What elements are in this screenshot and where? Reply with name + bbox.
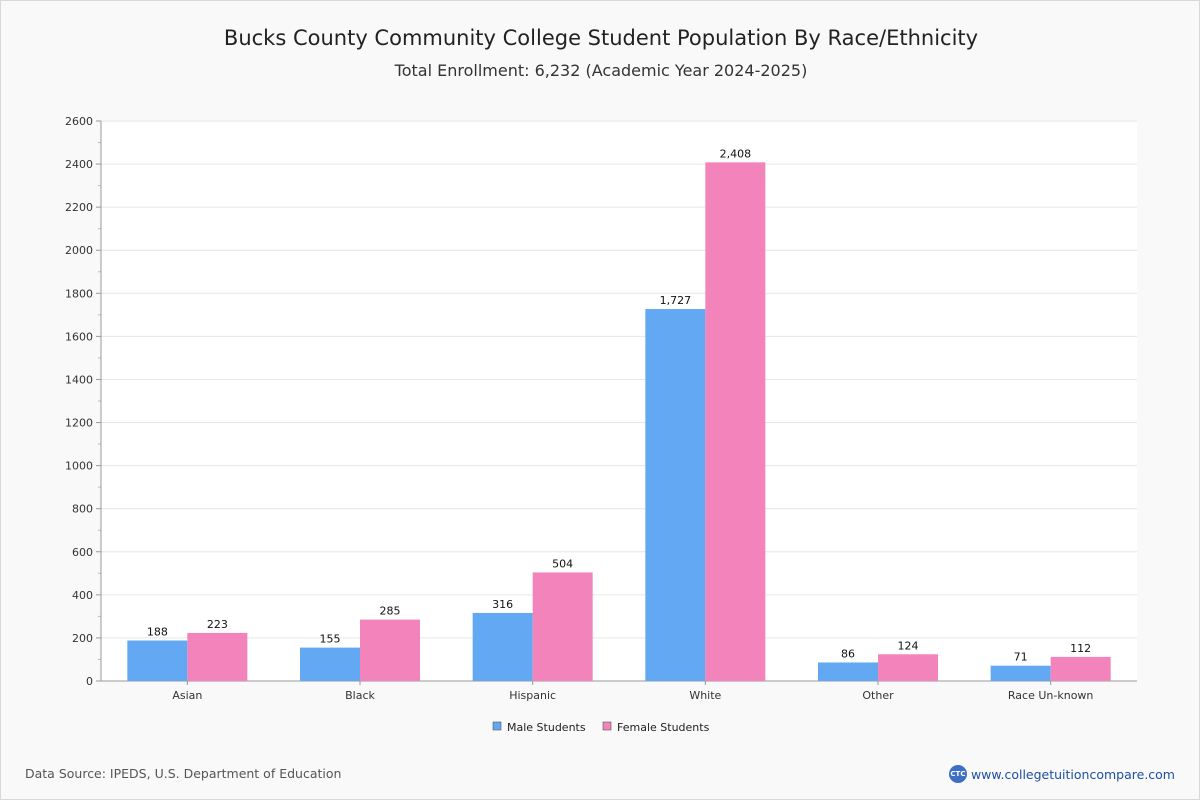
y-tick-label: 200: [72, 632, 93, 645]
y-tick-label: 400: [72, 589, 93, 602]
x-tick-label: Race Un-known: [1008, 689, 1094, 702]
brand-url[interactable]: www.collegetuitioncompare.com: [970, 766, 1175, 782]
bar: [990, 665, 1051, 681]
bar: [818, 662, 878, 681]
y-tick-label: 1800: [65, 287, 93, 300]
data-label: 285: [380, 605, 401, 618]
y-tick-label: 0: [86, 675, 93, 688]
legend-swatch: [492, 721, 502, 731]
data-label: 124: [898, 639, 919, 652]
y-tick-label: 1200: [65, 417, 93, 430]
x-tick-label: Black: [345, 689, 375, 702]
x-tick-label: Other: [862, 689, 894, 702]
y-tick-label: 2400: [65, 158, 93, 171]
y-tick-label: 600: [72, 546, 93, 559]
y-tick-label: 800: [72, 503, 93, 516]
data-label: 316: [492, 598, 513, 611]
data-source-note: Data Source: IPEDS, U.S. Department of E…: [25, 766, 342, 781]
bar: [360, 619, 420, 681]
legend-swatch: [602, 721, 612, 731]
data-label: 71: [1014, 651, 1028, 664]
y-tick-label: 2600: [65, 115, 93, 128]
bar: [532, 572, 593, 681]
chart-title: Bucks County Community College Student P…: [223, 26, 979, 50]
data-label: 223: [207, 618, 228, 631]
brand-link[interactable]: CTC www.collegetuitioncompare.com: [948, 765, 1175, 783]
data-label: 155: [320, 633, 341, 646]
brand-logo-icon: CTC: [948, 765, 967, 783]
plot-area: [101, 121, 1137, 681]
data-label: 2,408: [720, 147, 752, 160]
y-tick-label: 2200: [65, 201, 93, 214]
x-tick-label: White: [689, 689, 721, 702]
y-tick-label: 1600: [65, 330, 93, 343]
data-label: 1,727: [660, 294, 692, 307]
data-label: 86: [841, 647, 855, 660]
bar: [1050, 656, 1111, 681]
legend-label: Female Students: [617, 721, 710, 734]
data-label: 188: [147, 626, 168, 639]
y-tick-label: 1000: [65, 460, 93, 473]
x-tick-label: Asian: [172, 689, 202, 702]
legend-label: Male Students: [507, 721, 586, 734]
y-tick-label: 1400: [65, 373, 93, 386]
data-label: 112: [1070, 642, 1091, 655]
data-label: 504: [552, 557, 573, 570]
bar: [645, 309, 706, 681]
y-tick-label: 2000: [65, 244, 93, 257]
bar: [472, 612, 533, 681]
bar: [127, 640, 188, 681]
bar: [187, 632, 248, 681]
bar: [705, 162, 766, 681]
x-tick-label: Hispanic: [509, 689, 556, 702]
bar: [300, 647, 360, 681]
chart-subtitle: Total Enrollment: 6,232 (Academic Year 2…: [394, 61, 808, 80]
bar: [878, 654, 938, 681]
